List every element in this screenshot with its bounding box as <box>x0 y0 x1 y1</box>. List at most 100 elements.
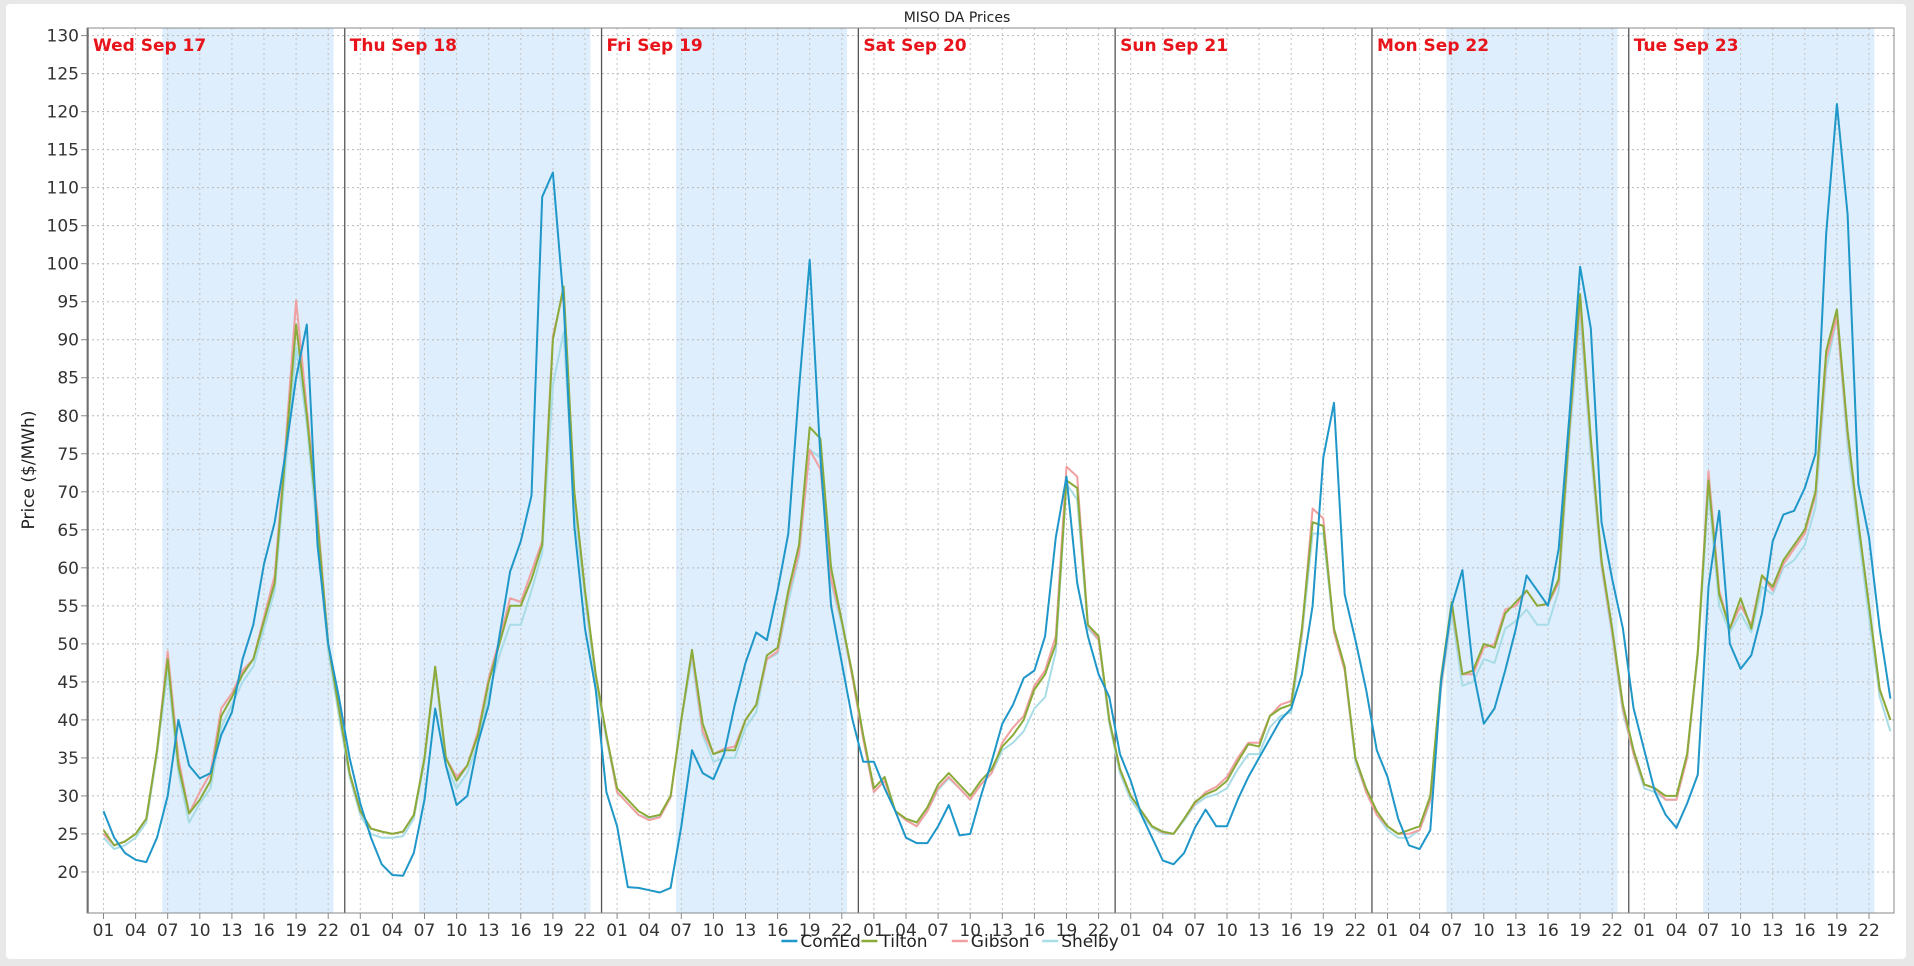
plot-border <box>86 27 1895 914</box>
x-tick-label: 16 <box>1280 921 1302 941</box>
day-label: Tue Sep 23 <box>1634 36 1739 56</box>
legend-item-shelby: Shelby <box>1042 932 1119 952</box>
y-tick-label: 75 <box>57 445 79 465</box>
x-tick-label: 07 <box>1184 921 1206 941</box>
day-label: Sat Sep 20 <box>863 36 966 56</box>
y-tick-label: 55 <box>57 597 79 617</box>
x-tick-label: 07 <box>157 921 179 941</box>
day-separators <box>87 28 1630 913</box>
x-tick-label: 10 <box>1216 921 1238 941</box>
y-tick-label: 40 <box>57 711 79 731</box>
x-tick-label: 13 <box>1505 921 1527 941</box>
y-axis-label: Price ($/MWh) <box>19 411 39 530</box>
y-tick-label: 25 <box>57 825 79 845</box>
x-tick-label: 13 <box>221 921 243 941</box>
x-tick-label: 04 <box>895 921 917 941</box>
shaded-period <box>675 28 848 913</box>
shaded-hours <box>162 28 1875 913</box>
legend-label: ComEd <box>800 932 860 952</box>
y-tick-label: 50 <box>57 635 79 655</box>
y-tick-label: 105 <box>47 217 79 237</box>
x-tick-label: 01 <box>349 921 371 941</box>
x-tick-label: 13 <box>735 921 757 941</box>
y-tick-label: 60 <box>57 559 79 579</box>
x-tick-label: 19 <box>1056 921 1078 941</box>
x-tick-label: 10 <box>1473 921 1495 941</box>
legend-item-comed: ComEd <box>781 932 861 952</box>
y-tick-label: 30 <box>57 787 79 807</box>
x-tick-label: 22 <box>317 921 339 941</box>
x-tick-label: 16 <box>510 921 532 941</box>
y-tick-label: 45 <box>57 673 79 693</box>
x-tick-label: 01 <box>1377 921 1399 941</box>
shaded-period <box>1703 28 1875 913</box>
x-tick-label: 04 <box>125 921 147 941</box>
series-line-tilton <box>102 285 1892 847</box>
grid <box>87 28 1894 913</box>
y-tick-label: 110 <box>47 179 79 199</box>
y-tick-label: 125 <box>47 65 79 85</box>
x-tick-label: 04 <box>1409 921 1431 941</box>
shaded-period <box>1446 28 1618 913</box>
x-tick-label: 13 <box>478 921 500 941</box>
x-tick-label: 10 <box>189 921 211 941</box>
x-tick-label: 19 <box>1826 921 1848 941</box>
y-tick-label: 90 <box>57 331 79 351</box>
x-tick-label: 19 <box>1569 921 1591 941</box>
y-tick-label: 35 <box>57 749 79 769</box>
chart-title: MISO DA Prices <box>904 10 1011 26</box>
x-tick-label: 22 <box>831 921 853 941</box>
x-tick-label: 16 <box>253 921 275 941</box>
x-tick-label: 19 <box>542 921 564 941</box>
x-tick-label: 13 <box>1762 921 1784 941</box>
day-labels: Wed Sep 17 Thu Sep 18 Fri Sep 19 Sat Sep 20… <box>93 36 1739 56</box>
day-label: Wed Sep 17 <box>93 36 206 56</box>
y-tick-label: 95 <box>57 293 79 313</box>
legend: ComEd Tilton Gibson Shelby <box>781 932 1119 952</box>
day-label: Thu Sep 18 <box>350 36 457 56</box>
shaded-period <box>162 28 334 913</box>
shaded-period <box>419 28 591 913</box>
x-tick-label: 13 <box>991 921 1013 941</box>
x-tick-label: 22 <box>574 921 596 941</box>
x-tick-label: 19 <box>285 921 307 941</box>
x-tick-label: 13 <box>1248 921 1270 941</box>
x-tick-label: 01 <box>863 921 885 941</box>
x-tick-label: 07 <box>414 921 436 941</box>
chart-frame: MISO DA Prices 20 25 30 35 40 45 50 55 60 65 70 75 8… <box>6 4 1906 959</box>
x-tick-label: 10 <box>446 921 468 941</box>
y-tick-label: 70 <box>57 483 79 503</box>
y-tick-label: 85 <box>57 369 79 389</box>
x-axis-ticks: 01 04 07 10 13 16 19 22 01 04 07 10 13 16 19 22 01 04 07 10… <box>93 913 1880 941</box>
x-tick-label: 10 <box>703 921 725 941</box>
x-tick-label: 16 <box>1794 921 1816 941</box>
legend-item-gibson: Gibson <box>951 932 1030 952</box>
x-tick-label: 07 <box>1441 921 1463 941</box>
x-tick-label: 22 <box>1858 921 1880 941</box>
x-tick-label: 16 <box>767 921 789 941</box>
series-line-shelby <box>102 315 1892 851</box>
legend-label: Tilton <box>879 932 927 952</box>
y-tick-label: 115 <box>47 141 79 161</box>
x-tick-label: 07 <box>927 921 949 941</box>
x-tick-label: 10 <box>959 921 981 941</box>
x-tick-label: 16 <box>1537 921 1559 941</box>
x-tick-label: 01 <box>1633 921 1655 941</box>
legend-item-tilton: Tilton <box>861 932 928 952</box>
y-tick-label: 65 <box>57 521 79 541</box>
x-tick-label: 04 <box>1152 921 1174 941</box>
x-tick-label: 04 <box>1666 921 1688 941</box>
x-tick-label: 19 <box>799 921 821 941</box>
x-tick-label: 01 <box>606 921 628 941</box>
day-label: Sun Sep 21 <box>1120 36 1228 56</box>
y-tick-label: 120 <box>47 103 79 123</box>
y-tick-label: 100 <box>47 255 79 275</box>
miso-da-prices-chart: MISO DA Prices 20 25 30 35 40 45 50 55 60 65 70 75 8… <box>19 10 1895 952</box>
y-tick-label: 130 <box>47 27 79 47</box>
x-tick-label: 19 <box>1312 921 1334 941</box>
x-tick-label: 22 <box>1345 921 1367 941</box>
x-tick-label: 07 <box>1698 921 1720 941</box>
series-line-comed <box>102 103 1892 894</box>
legend-label: Shelby <box>1061 932 1119 952</box>
x-tick-label: 22 <box>1088 921 1110 941</box>
